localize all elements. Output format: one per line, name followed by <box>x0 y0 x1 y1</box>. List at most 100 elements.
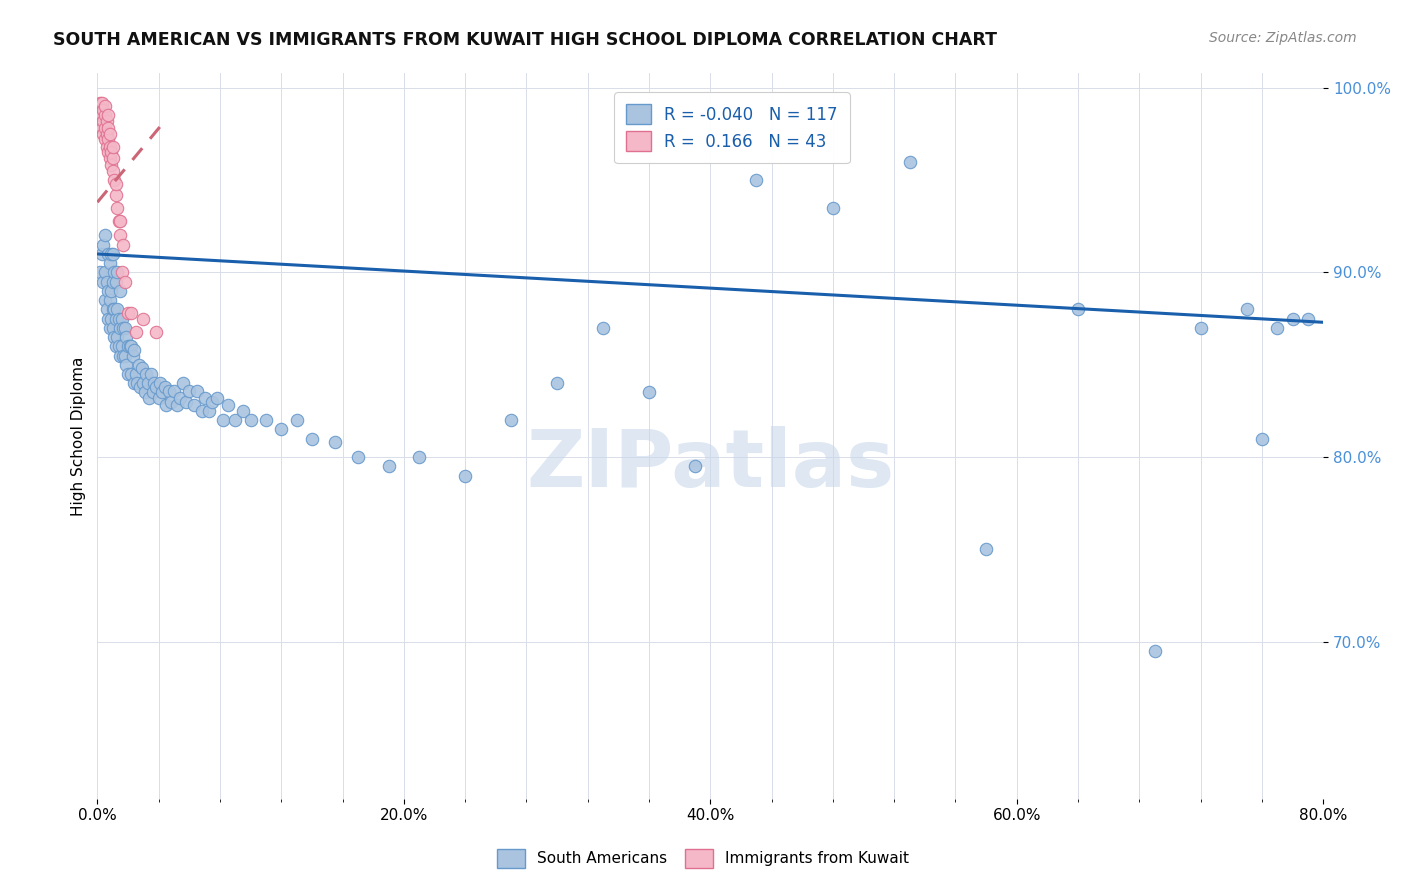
Point <box>155 398 177 412</box>
Point <box>105 330 128 344</box>
Point <box>117 306 139 320</box>
Point <box>110 284 132 298</box>
Point <box>232 404 254 418</box>
Point <box>98 293 121 307</box>
Legend: R = -0.040   N = 117, R =  0.166   N = 43: R = -0.040 N = 117, R = 0.166 N = 43 <box>614 92 849 163</box>
Point <box>127 376 149 391</box>
Point <box>97 145 120 160</box>
Point <box>174 394 197 409</box>
Point <box>138 391 160 405</box>
Point <box>1296 311 1319 326</box>
Point <box>212 413 235 427</box>
Point <box>96 302 118 317</box>
Point <box>201 394 224 409</box>
Point <box>97 121 120 136</box>
Text: ZIPatlas: ZIPatlas <box>526 425 894 504</box>
Point <box>132 311 155 326</box>
Point <box>101 151 124 165</box>
Point <box>745 173 768 187</box>
Point <box>93 237 115 252</box>
Point <box>101 275 124 289</box>
Point <box>104 311 127 326</box>
Point <box>96 140 118 154</box>
Point <box>94 265 117 279</box>
Point <box>501 413 523 427</box>
Point <box>104 177 127 191</box>
Point <box>98 321 121 335</box>
Point <box>112 349 135 363</box>
Point <box>179 384 201 398</box>
Point <box>454 468 477 483</box>
Point <box>97 311 120 326</box>
Point <box>143 376 166 391</box>
Point <box>105 265 128 279</box>
Point <box>592 321 614 335</box>
Point <box>129 380 152 394</box>
Point <box>110 349 132 363</box>
Point <box>323 435 346 450</box>
Point <box>190 404 212 418</box>
Point <box>114 275 136 289</box>
Point <box>89 108 111 122</box>
Point <box>98 140 121 154</box>
Point <box>105 201 128 215</box>
Point <box>166 398 188 412</box>
Point <box>1265 321 1288 335</box>
Point <box>160 394 183 409</box>
Point <box>270 422 292 436</box>
Point <box>169 391 191 405</box>
Point <box>898 154 921 169</box>
Point <box>377 459 399 474</box>
Point <box>96 114 118 128</box>
Point <box>91 108 114 122</box>
Point <box>100 247 122 261</box>
Legend: South Americans, Immigrants from Kuwait: South Americans, Immigrants from Kuwait <box>491 843 915 873</box>
Point <box>89 265 111 279</box>
Point <box>96 127 118 141</box>
Point <box>94 293 117 307</box>
Point <box>120 339 142 353</box>
Point <box>301 432 323 446</box>
Point <box>347 450 370 464</box>
Point <box>107 339 129 353</box>
Point <box>111 265 134 279</box>
Point <box>98 256 121 270</box>
Point <box>94 132 117 146</box>
Point <box>104 275 127 289</box>
Point <box>117 339 139 353</box>
Point <box>194 391 217 405</box>
Point <box>131 361 153 376</box>
Point <box>150 385 173 400</box>
Point <box>94 108 117 122</box>
Point <box>98 151 121 165</box>
Text: SOUTH AMERICAN VS IMMIGRANTS FROM KUWAIT HIGH SCHOOL DIPLOMA CORRELATION CHART: SOUTH AMERICAN VS IMMIGRANTS FROM KUWAIT… <box>53 31 997 49</box>
Point <box>124 367 146 381</box>
Point <box>89 95 111 110</box>
Point <box>683 459 706 474</box>
Point <box>974 542 997 557</box>
Point <box>145 380 167 394</box>
Point <box>91 95 114 110</box>
Point <box>98 127 121 141</box>
Point <box>101 140 124 154</box>
Point <box>114 321 136 335</box>
Point <box>110 213 132 227</box>
Point <box>97 247 120 261</box>
Point <box>163 384 186 398</box>
Point <box>122 376 145 391</box>
Point <box>136 376 159 391</box>
Point <box>93 103 115 117</box>
Point <box>103 330 125 344</box>
Point <box>149 376 172 391</box>
Point <box>111 311 134 326</box>
Point <box>122 343 145 357</box>
Point <box>101 247 124 261</box>
Point <box>101 302 124 317</box>
Point <box>120 306 142 320</box>
Point <box>183 398 205 412</box>
Y-axis label: High School Diploma: High School Diploma <box>72 356 86 516</box>
Point <box>97 132 120 146</box>
Point <box>104 339 127 353</box>
Point <box>121 349 143 363</box>
Point <box>135 367 157 381</box>
